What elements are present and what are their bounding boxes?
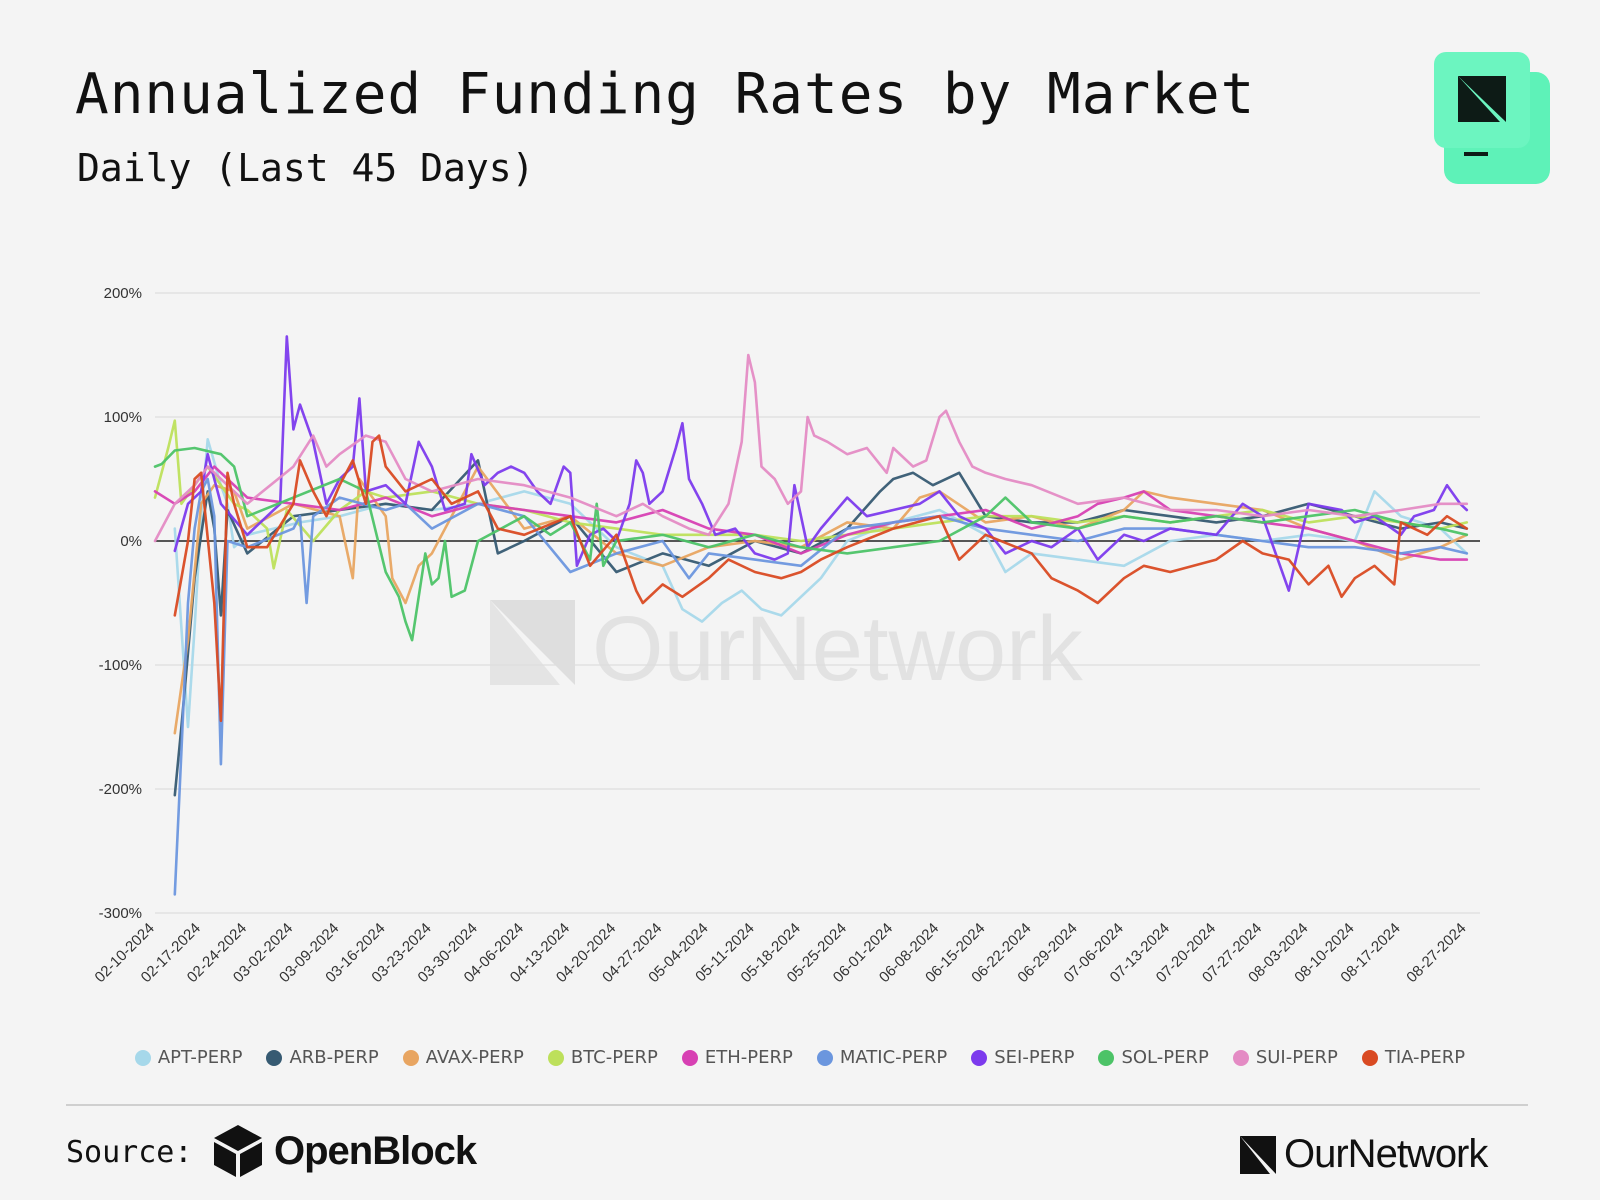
funding-rates-line-chart: OurNetwork 200%100%0%-100%-200%-300% 02-…	[92, 285, 1480, 986]
legend-item-avax-perp[interactable]: AVAX-PERP	[402, 1047, 524, 1068]
ournetwork-mark-icon	[1240, 1135, 1276, 1174]
legend-item-sui-perp[interactable]: SUI-PERP	[1232, 1047, 1338, 1068]
y-tick-label: -300%	[99, 905, 142, 922]
legend-dot-icon	[134, 1049, 151, 1066]
legend-item-eth-perp[interactable]: ETH-PERP	[681, 1047, 793, 1068]
series-line-sui-perp	[153, 353, 1469, 543]
openblock-logo: OpenBlock	[212, 1123, 477, 1179]
footer-divider	[66, 1104, 1528, 1106]
y-tick-label: 100%	[104, 409, 142, 426]
legend-label: AVAX-PERP	[425, 1047, 524, 1068]
legend-label: ARB-PERP	[289, 1047, 379, 1068]
page-title: Annualized Funding Rates by Market	[75, 62, 1256, 127]
series-line-tia-perp	[173, 434, 1469, 723]
legend-dot-icon	[681, 1049, 698, 1066]
legend-dot-icon	[816, 1049, 833, 1066]
chart-legend: APT-PERP ARB-PERP AVAX-PERP BTC-PERP ETH-PER…	[0, 1047, 1600, 1068]
ournetwork-footer-logo: OurNetwork	[1238, 1132, 1488, 1177]
legend-label: BTC-PERP	[570, 1047, 658, 1068]
ournetwork-name: OurNetwork	[1284, 1132, 1488, 1176]
legend-item-arb-perp[interactable]: ARB-PERP	[266, 1047, 379, 1068]
legend-item-tia-perp[interactable]: TIA-PERP	[1361, 1047, 1466, 1068]
legend-label: MATIC-PERP	[839, 1047, 948, 1068]
watermark-text: OurNetwork	[592, 598, 1084, 700]
series-line-apt-perp	[173, 437, 1469, 729]
legend-label: TIA-PERP	[1384, 1047, 1466, 1068]
legend-item-matic-perp[interactable]: MATIC-PERP	[816, 1047, 948, 1068]
legend-dot-icon	[547, 1049, 564, 1066]
legend-dot-icon	[266, 1049, 283, 1066]
watermark: OurNetwork	[490, 598, 1084, 700]
legend-item-sol-perp[interactable]: SOL-PERP	[1098, 1047, 1209, 1068]
legend-label: SEI-PERP	[994, 1047, 1075, 1068]
legend-dot-icon	[1232, 1049, 1249, 1066]
ournetwork-badge-icon	[1434, 52, 1550, 184]
legend-item-btc-perp[interactable]: BTC-PERP	[547, 1047, 658, 1068]
y-tick-label: -200%	[99, 781, 142, 798]
legend-item-sei-perp[interactable]: SEI-PERP	[971, 1047, 1074, 1068]
series-line-sei-perp	[173, 335, 1469, 592]
legend-label: APT-PERP	[157, 1047, 243, 1068]
legend-dot-icon	[1098, 1049, 1115, 1066]
source-label: Source:	[66, 1135, 193, 1170]
series-line-avax-perp	[173, 465, 1469, 735]
legend-label: ETH-PERP	[704, 1047, 793, 1068]
x-tick-label: 08-27-2024	[1403, 920, 1469, 986]
openblock-cube-icon	[214, 1125, 262, 1177]
y-tick-label: 0%	[120, 533, 142, 550]
legend-dot-icon	[402, 1049, 419, 1066]
legend-dot-icon	[1361, 1049, 1378, 1066]
legend-item-apt-perp[interactable]: APT-PERP	[134, 1047, 243, 1068]
page-subtitle: Daily (Last 45 Days)	[77, 146, 535, 190]
legend-dot-icon	[971, 1049, 988, 1066]
series-line-btc-perp	[153, 419, 1469, 570]
y-tick-label: 200%	[104, 285, 142, 302]
y-tick-label: -100%	[99, 657, 142, 674]
legend-label: SUI-PERP	[1255, 1047, 1338, 1068]
legend-label: SOL-PERP	[1121, 1047, 1209, 1068]
openblock-name: OpenBlock	[274, 1128, 477, 1173]
